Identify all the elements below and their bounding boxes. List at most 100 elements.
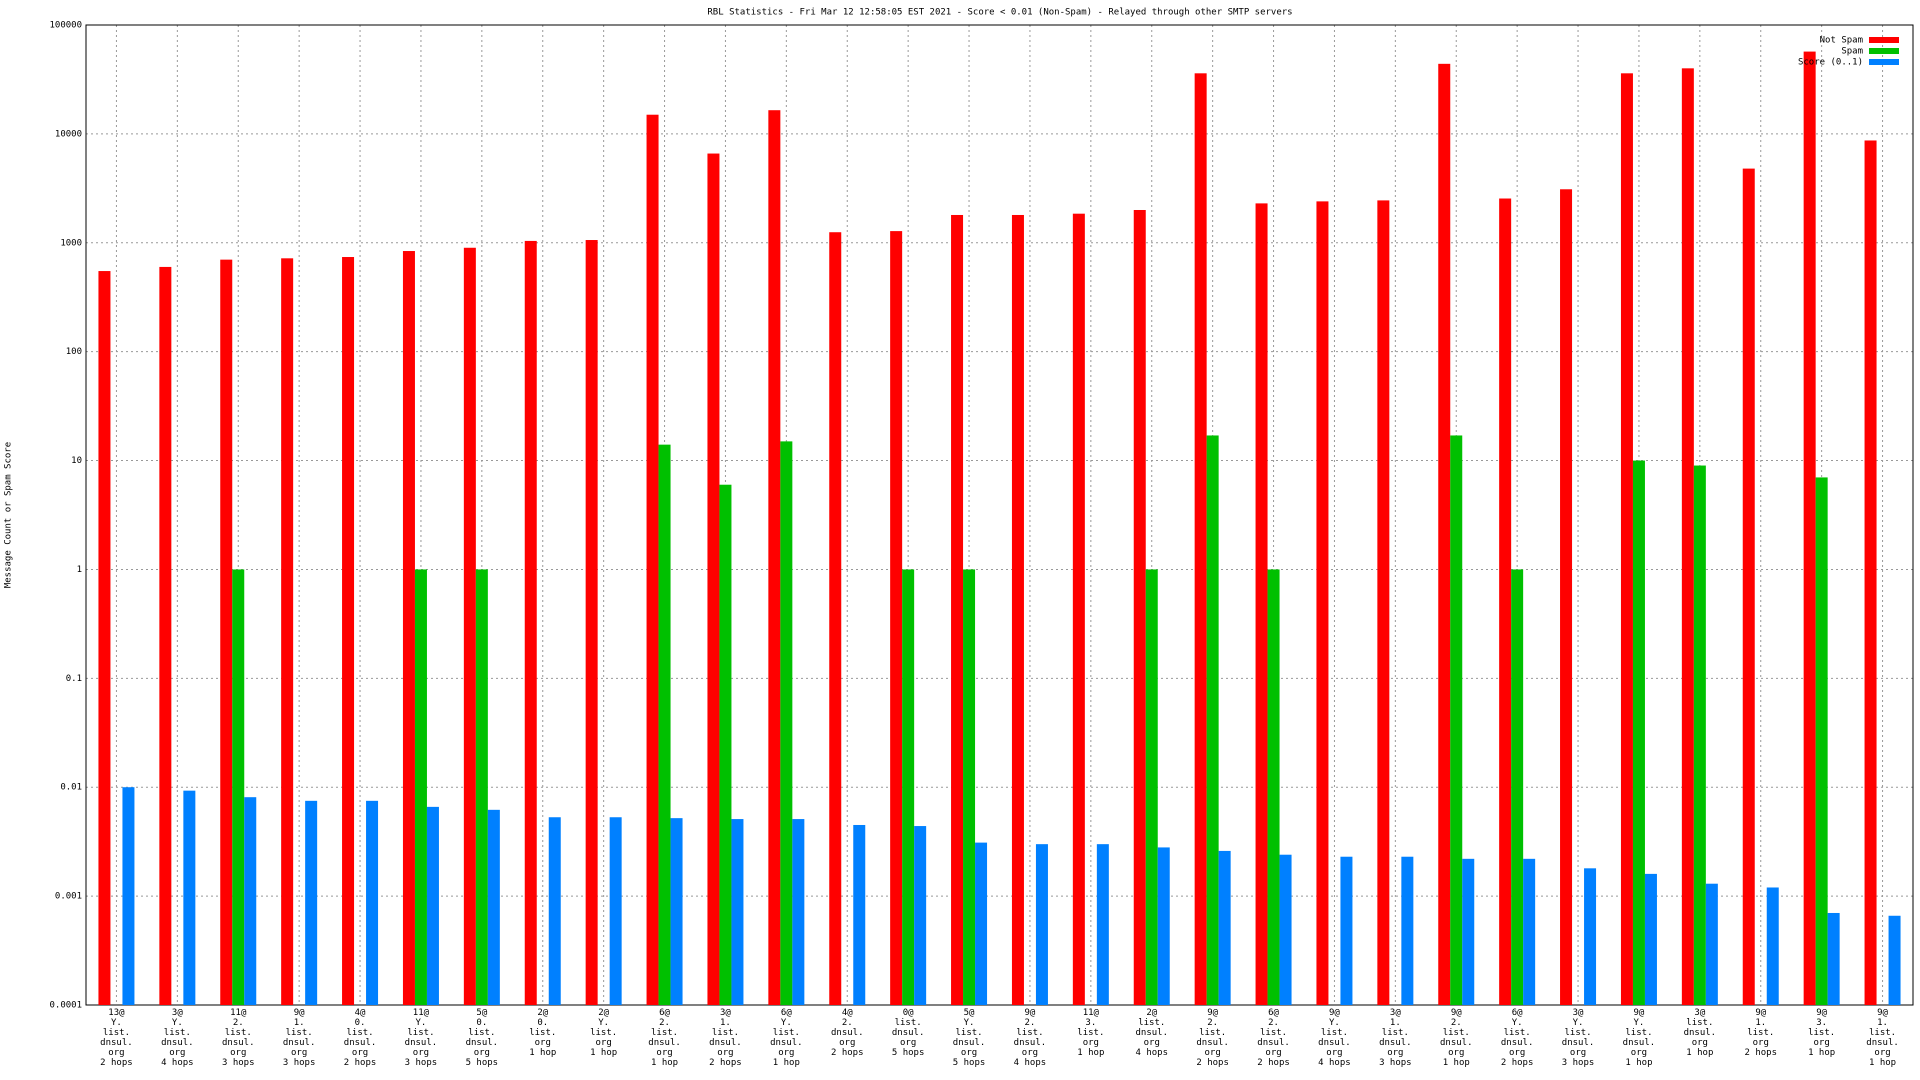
y-tick-label: 1 [77,565,82,575]
bar [1584,868,1597,1005]
bar [951,214,964,1005]
x-tick-label: 11@ 3. list. org 1 hop [1077,1008,1105,1058]
y-tick-label: 1000 [60,238,82,248]
bar [524,240,537,1005]
bar [914,826,927,1005]
x-tick-label: 3@ Y. list. dnsul. org 3 hops [1561,1008,1595,1068]
bar [463,247,476,1005]
x-tick-label: 9@ 2. list. dnsul. org 4 hops [1013,1008,1047,1068]
bar [1206,435,1219,1005]
bar [707,153,720,1005]
bar [1279,854,1292,1005]
x-tick-label: 11@ Y. list. dnsul. org 3 hops [404,1008,438,1068]
x-tick-label: 9@ 3. list. org 1 hop [1808,1008,1836,1058]
bar [890,231,903,1005]
bar [1766,887,1779,1005]
x-tick-label: 9@ Y. list. dnsul. org 1 hop [1622,1008,1656,1068]
chart-title: RBL Statistics - Fri Mar 12 12:58:05 EST… [707,8,1292,18]
x-tick-label: 9@ 1. list. dnsul. org 3 hops [282,1008,316,1068]
x-tick-label: 5@ Y. list. dnsul. org 5 hops [952,1008,986,1068]
bar [1864,140,1877,1006]
bar [1194,73,1207,1006]
x-tick-label: 9@ 1. list. org 2 hops [1744,1008,1777,1058]
bar [1035,844,1048,1005]
bar [963,569,976,1005]
bar [1705,883,1718,1005]
bar [1438,63,1451,1006]
bar [1316,201,1329,1005]
bar [792,819,805,1005]
x-tick-label: 2@ Y. list. org 1 hop [590,1008,618,1058]
bar [122,787,135,1005]
bar [902,569,915,1005]
bar [1462,858,1475,1005]
bar [1644,873,1657,1005]
bar [585,240,598,1006]
bar [232,569,245,1005]
x-tick-label: 9@ 2. list. dnsul. org 2 hops [1196,1008,1229,1068]
y-tick-label: 0.0001 [49,1001,82,1011]
bar [1450,435,1463,1005]
y-tick-label: 10 [71,456,82,466]
bar [1888,915,1901,1005]
bar [658,444,671,1006]
x-tick-label: 6@ Y. list. dnsul. org 2 hops [1500,1008,1534,1068]
x-tick-label: 4@ 2. dnsul. org 2 hops [830,1008,864,1058]
bar [670,818,683,1005]
bar [1096,844,1109,1005]
legend-swatch [1869,59,1899,65]
x-tick-label: 13@ Y. list. dnsul. org 2 hops [100,1008,133,1068]
bar [1681,68,1694,1006]
bar [1377,200,1390,1005]
bar [487,809,500,1005]
x-tick-label: 5@ 0. list. dnsul. org 5 hops [465,1008,499,1068]
bar [1401,856,1414,1005]
bar [402,251,415,1005]
bar [780,441,793,1005]
bar [220,259,233,1005]
x-tick-label: 9@ 2. list. dnsul. org 1 hop [1439,1008,1473,1068]
y-tick-label: 0.01 [60,783,82,793]
bar [159,266,172,1005]
x-tick-label: 4@ 0. list. dnsul. org 2 hops [343,1008,377,1068]
bar [281,258,294,1005]
bar [1157,847,1170,1005]
bar [1815,477,1828,1005]
x-tick-label: 9@ 1. list. dnsul. org 1 hop [1866,1008,1899,1068]
x-tick-label: 3@ Y. list. dnsul. org 4 hops [161,1008,194,1068]
legend-label: Spam [1841,47,1863,57]
x-tick-label: 2@ list. dnsul. org 4 hops [1135,1008,1168,1058]
bar [1620,73,1633,1006]
bar [719,484,732,1006]
legend-label: Not Spam [1820,36,1863,46]
bar [768,110,781,1006]
bar [475,569,488,1005]
bar [305,800,318,1005]
bar [1827,912,1840,1005]
x-tick-label: 3@ 1. list. dnsul. org 3 hops [1379,1008,1412,1068]
bar [1267,569,1280,1005]
bar [975,842,988,1005]
x-tick-label: 0@ list. dnsul. org 5 hops [891,1008,925,1058]
y-tick-label: 10000 [55,129,82,139]
bar [1340,856,1353,1005]
x-tick-label: 11@ 2. list. dnsul. org 3 hops [221,1008,255,1068]
bar [98,271,111,1005]
bar [1523,858,1536,1005]
bar [646,114,659,1006]
bar [853,824,866,1005]
bar [1632,460,1645,1005]
x-tick-label: 6@ 2. list. dnsul. org 1 hop [648,1008,681,1068]
x-tick-label: 6@ Y. list. dnsul. org 1 hop [770,1008,803,1068]
legend-swatch [1869,48,1899,54]
bar [1072,213,1085,1006]
bar [829,232,842,1006]
bar [1693,465,1706,1005]
bar [1511,569,1524,1005]
y-tick-label: 0.001 [55,892,82,902]
x-tick-label: 3@ list. dnsul. org 1 hop [1683,1008,1717,1058]
legend-swatch [1869,37,1899,43]
bar [426,806,439,1005]
bar [1255,203,1268,1005]
